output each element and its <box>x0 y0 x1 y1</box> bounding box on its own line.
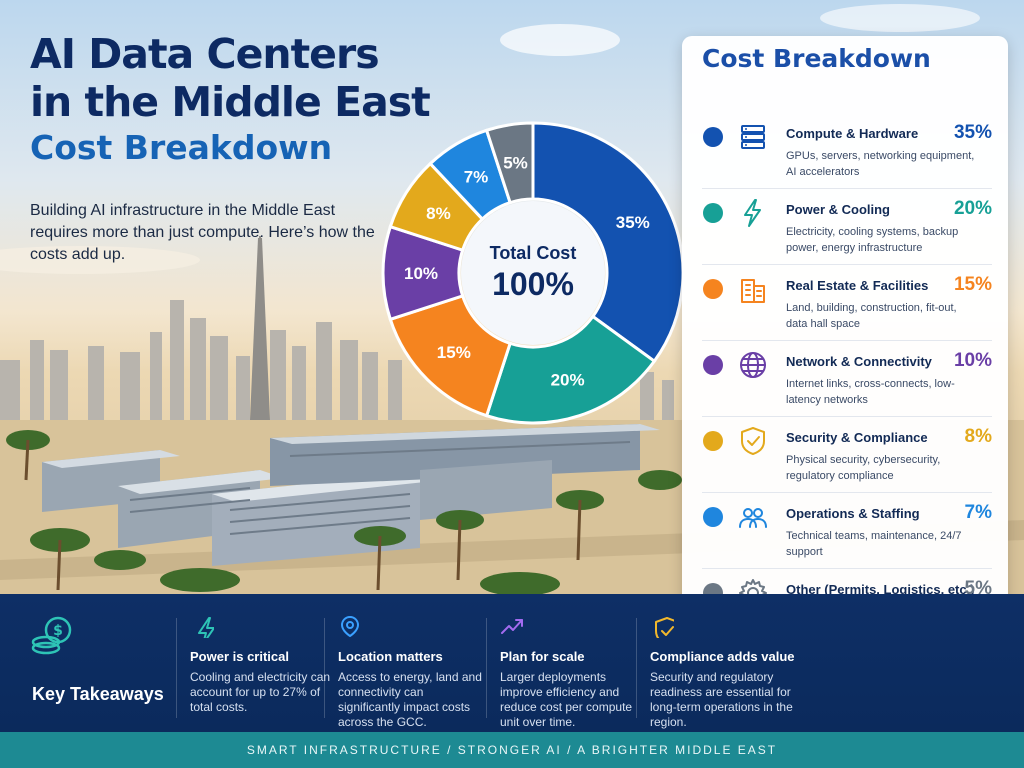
cost-item-name: Operations & Staffing <box>786 506 920 521</box>
takeaway-title: Location matters <box>338 649 443 664</box>
cost-item-percent: 15% <box>953 274 992 295</box>
divider <box>324 618 325 718</box>
page-subtitle: Cost Breakdown <box>30 128 333 167</box>
cost-item-name: Other (Permits, Logistics, etc.) <box>786 582 975 597</box>
bolt-icon <box>198 617 215 645</box>
divider <box>702 264 992 265</box>
cost-item-name: Network & Connectivity <box>786 354 932 369</box>
page-title-line2: in the Middle East <box>30 78 431 126</box>
cost-item-name: Compute & Hardware <box>786 126 919 141</box>
donut-slice-label: 20% <box>551 371 585 390</box>
svg-text:$: $ <box>53 623 63 639</box>
legend-dot <box>703 203 723 223</box>
bolt-icon <box>744 199 761 227</box>
cost-item-description: GPUs, servers, networking equipment, AI … <box>786 150 975 178</box>
cost-item-description: Physical security, cybersecurity, regula… <box>786 454 941 482</box>
donut-slice-label: 35% <box>616 213 650 232</box>
page-title-line1: AI Data Centers <box>30 30 380 78</box>
donut-center-label: Total Cost <box>489 243 577 263</box>
legend-dot <box>703 127 723 147</box>
donut-slice-label: 7% <box>464 168 489 187</box>
divider <box>486 618 487 718</box>
takeaway-title: Plan for scale <box>500 649 585 664</box>
donut-slice-label: 10% <box>404 264 438 283</box>
cost-item-name: Security & Compliance <box>786 430 928 445</box>
cost-item: Security & Compliance 8% Physical security… <box>682 416 1008 492</box>
takeaway-text: Larger deployments improve efficiency an… <box>500 670 633 729</box>
cost-item-percent: 8% <box>964 426 992 447</box>
shield-check-icon <box>741 427 765 455</box>
cost-item-description: Technical teams, maintenance, 24/7 suppo… <box>786 530 962 558</box>
cost-item: Network & Connectivity 10% Internet links,… <box>682 340 1008 416</box>
donut-hole <box>461 201 605 345</box>
divider <box>176 618 177 718</box>
people-icon <box>739 508 767 528</box>
key-takeaways-band: $ Key Takeaways Power is critical Cooling… <box>0 594 1024 732</box>
key-takeaways-title: Key Takeaways <box>32 684 164 704</box>
globe-icon <box>740 352 766 378</box>
donut-chart: 35% 20% 15% 10% 8% 7% 5% Total Cost 100% <box>378 118 688 428</box>
legend-dot <box>703 507 723 527</box>
donut-slice-label: 8% <box>426 204 451 223</box>
cost-item-percent: 7% <box>964 502 992 523</box>
takeaway-text: Cooling and electricity can account for … <box>190 670 331 714</box>
cost-item-description: Internet links, cross-connects, low-late… <box>786 378 955 406</box>
shield-check-icon <box>655 617 679 645</box>
takeaway-text: Security and regulatory readiness are es… <box>650 670 793 729</box>
donut-slice-label: 5% <box>503 153 528 172</box>
cost-item: Operations & Staffing 7% Technical teams, … <box>682 492 1008 568</box>
footer-tagline: SMART INFRASTRUCTURE / STRONGER AI / A B… <box>246 743 778 757</box>
intro-text: Building AI infrastructure in the Middle… <box>30 202 375 263</box>
donut-slice-7 <box>484 121 535 205</box>
takeaway-item: Power is critical Cooling and electricity… <box>190 614 340 715</box>
cost-item-percent: 35% <box>953 122 992 143</box>
cost-item-percent: 5% <box>964 578 992 599</box>
divider <box>702 568 992 569</box>
cost-item-description: Electricity, cooling systems, backup pow… <box>786 226 959 254</box>
donut-slice-label: 15% <box>437 343 471 362</box>
cost-item: Compute & Hardware 35% GPUs, servers, netw… <box>682 112 1008 188</box>
takeaway-title: Compliance adds value <box>650 649 795 664</box>
divider <box>636 618 637 718</box>
divider <box>702 188 992 189</box>
building-icon <box>741 279 765 303</box>
cost-item-name: Real Estate & Facilities <box>786 278 929 293</box>
takeaway-title: Power is critical <box>190 649 289 664</box>
cost-item-description: Land, building, construction, fit-out, d… <box>786 302 957 330</box>
takeaway-item: Compliance adds value Security and regula… <box>650 614 800 730</box>
footer-banner: SMART INFRASTRUCTURE / STRONGER AI / A B… <box>0 732 1024 768</box>
legend-dot <box>703 279 723 299</box>
divider <box>702 492 992 493</box>
cost-item-name: Power & Cooling <box>786 202 890 217</box>
cost-item: Real Estate & Facilities 15% Land, buildin… <box>682 264 1008 340</box>
server-icon <box>741 125 765 149</box>
takeaway-text: Access to energy, land and connectivity … <box>338 670 482 729</box>
donut-center-value: 100% <box>492 266 574 302</box>
cost-item-percent: 10% <box>953 350 992 371</box>
legend-dot <box>703 355 723 375</box>
card-title: Cost Breakdown <box>702 44 931 73</box>
location-pin-icon <box>341 616 359 637</box>
takeaway-item: Location matters Access to energy, land a… <box>338 614 488 730</box>
cost-item: Power & Cooling 20% Electricity, cooling s… <box>682 188 1008 264</box>
donut-slice-1 <box>531 121 685 364</box>
divider <box>702 340 992 341</box>
cost-item-percent: 20% <box>953 198 992 219</box>
coins-icon: $ <box>31 616 72 655</box>
donut-slice-2 <box>484 314 657 425</box>
legend-dot <box>703 431 723 451</box>
trend-up-icon <box>501 619 523 634</box>
cost-breakdown-card: Cost Breakdown Compute & Hardware 35% GPUs… <box>682 36 1008 634</box>
donut-center: Total Cost 100% <box>473 213 593 333</box>
donut-chart-svg: 35% 20% 15% 10% 8% 7% 5% <box>381 121 685 425</box>
takeaway-item: Plan for scale Larger deployments improve… <box>500 614 650 730</box>
divider <box>702 416 992 417</box>
title-block: AI Data Centers in the Middle East Cost … <box>30 30 450 266</box>
city-skyline-illustration <box>0 4 1024 600</box>
